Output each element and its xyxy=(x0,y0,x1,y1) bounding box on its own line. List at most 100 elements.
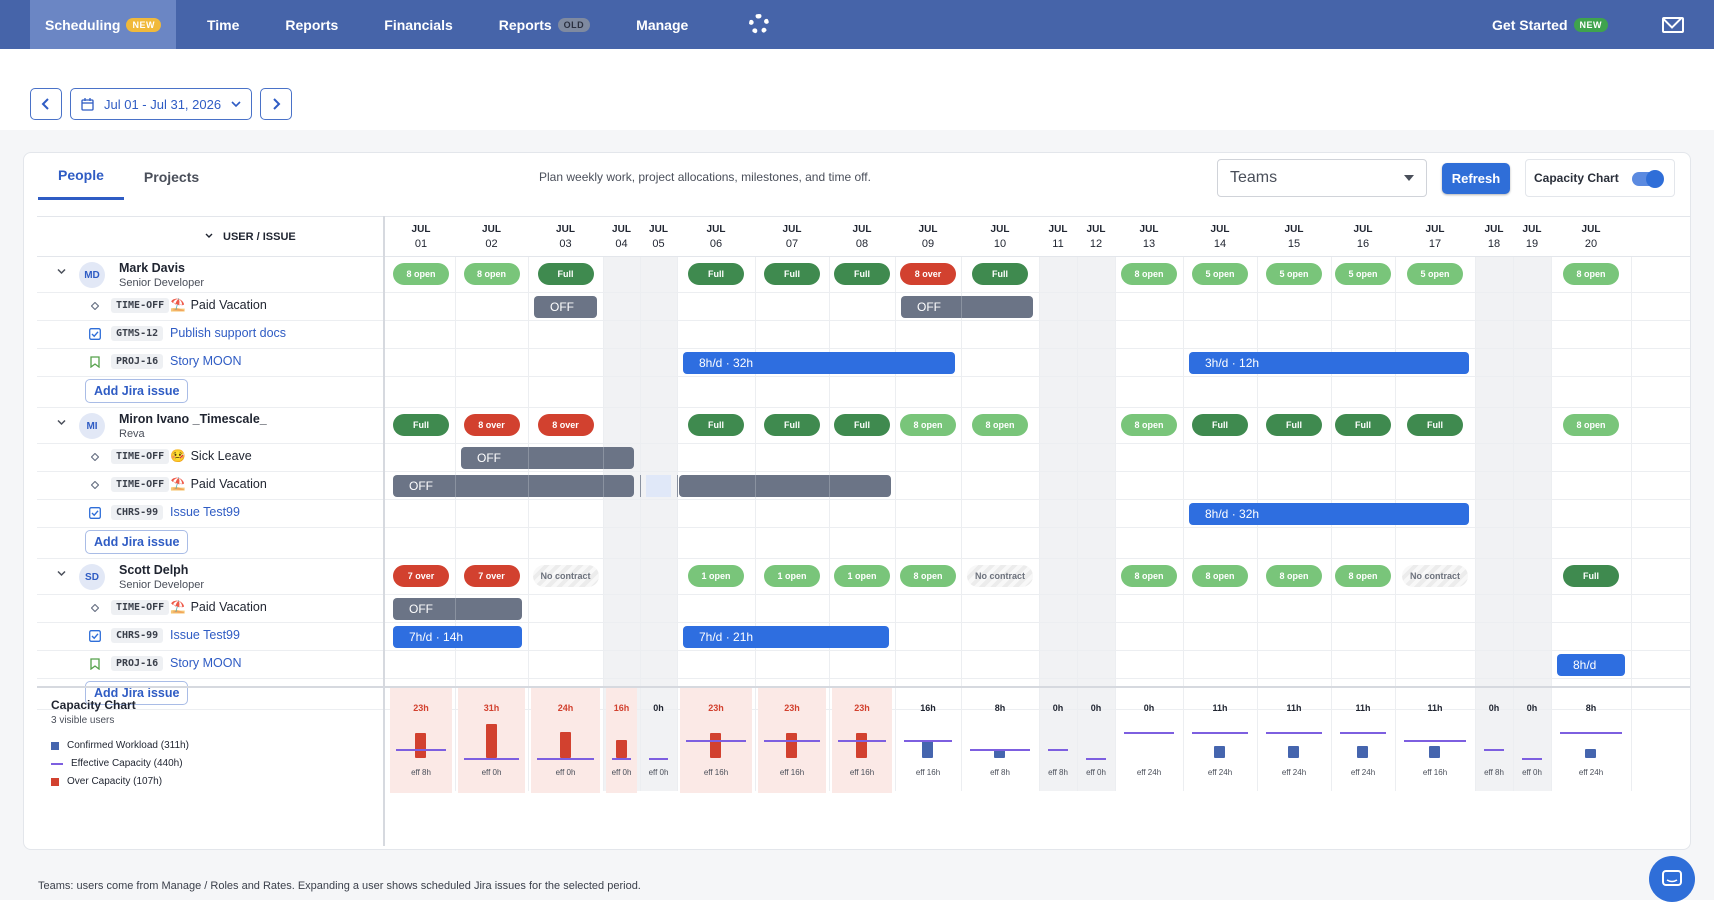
availability-pill[interactable]: 8 open xyxy=(900,414,956,436)
nav-item-manage[interactable]: Manage xyxy=(621,0,703,49)
refresh-button[interactable]: Refresh xyxy=(1442,163,1510,194)
user-name[interactable]: Mark Davis xyxy=(119,261,186,275)
time-off-bar[interactable] xyxy=(679,475,891,497)
nav-item-financials[interactable]: Financials xyxy=(369,0,467,49)
availability-pill[interactable]: Full xyxy=(764,263,820,285)
tab-people[interactable]: People xyxy=(38,153,124,200)
availability-pill[interactable]: 8 over xyxy=(463,414,520,436)
availability-pill[interactable]: Full xyxy=(688,263,744,285)
allocation-bar[interactable]: 8h/d · 32h xyxy=(1189,503,1469,525)
availability-pill[interactable]: 8 over xyxy=(900,263,956,285)
date-range-picker[interactable]: Jul 01 - Jul 31, 2026 xyxy=(70,88,253,120)
issue-title[interactable]: Publish support docs xyxy=(170,326,286,340)
capacity-chart-toggle[interactable] xyxy=(1632,170,1664,188)
nav-item-reports-old[interactable]: Reports OLD xyxy=(484,0,605,49)
availability-pill[interactable]: 5 open xyxy=(1266,263,1322,285)
availability-pill[interactable]: Full xyxy=(537,263,594,285)
user-issue-header: USER / ISSUE xyxy=(223,231,296,243)
allocation-bar[interactable]: 3h/d · 12h xyxy=(1189,352,1469,374)
availability-pill[interactable]: No contract xyxy=(1402,565,1468,587)
time-off-bar[interactable]: OFF xyxy=(393,475,830,497)
time-off-bar[interactable]: OFF xyxy=(534,296,597,318)
issue-title[interactable]: Story MOON xyxy=(170,656,242,670)
availability-pill[interactable]: 8 open xyxy=(900,565,956,587)
availability-pill[interactable]: 8 open xyxy=(393,263,449,285)
availability-pill[interactable]: 8 open xyxy=(1121,263,1177,285)
chat-support-button[interactable] xyxy=(1649,856,1695,902)
availability-pill[interactable]: 8 open xyxy=(1121,565,1177,587)
time-off-bar[interactable]: OFF xyxy=(393,598,522,620)
availability-pill[interactable]: 8 open xyxy=(972,414,1028,436)
availability-pill[interactable]: 7 over xyxy=(393,565,449,587)
availability-pill[interactable]: Full xyxy=(393,414,449,436)
mail-icon[interactable] xyxy=(1662,16,1684,33)
capacity-day: 23h eff 16h xyxy=(758,688,826,793)
issue-title[interactable]: Story MOON xyxy=(170,354,242,368)
availability-pill[interactable]: Full xyxy=(688,414,744,436)
availability-pill[interactable]: Full xyxy=(972,263,1028,285)
availability-pill[interactable]: Full xyxy=(1335,414,1391,436)
day-month: JUL xyxy=(649,224,668,235)
day-number: 16 xyxy=(1356,238,1370,250)
allocation-bar[interactable]: 8h/d xyxy=(1557,654,1625,676)
time-off-bar[interactable]: OFF xyxy=(901,296,1033,318)
calendar-icon xyxy=(81,97,94,111)
time-off-bar[interactable]: OFF xyxy=(461,447,634,469)
availability-pill[interactable]: 1 open xyxy=(834,565,890,587)
availability-pill[interactable]: 8 open xyxy=(1266,565,1322,587)
availability-pill[interactable]: 8 open xyxy=(463,263,520,285)
availability-pill[interactable]: 8 open xyxy=(1192,565,1248,587)
availability-pill[interactable]: 8 open xyxy=(1121,414,1177,436)
availability-pill[interactable]: Full xyxy=(834,414,890,436)
day-month: JUL xyxy=(1425,224,1445,235)
collapse-chevron-icon[interactable] xyxy=(57,267,66,276)
allocation-bar[interactable]: 7h/d · 14h xyxy=(393,626,522,648)
availability-pill[interactable]: 5 open xyxy=(1335,263,1391,285)
availability-pill[interactable]: 8 open xyxy=(1563,414,1619,436)
availability-pill[interactable]: 5 open xyxy=(1192,263,1248,285)
next-period-button[interactable] xyxy=(260,88,293,120)
nav-item-reports[interactable]: Reports xyxy=(270,0,353,49)
availability-pill[interactable]: 7 over xyxy=(463,565,520,587)
workload-bar xyxy=(922,740,933,758)
availability-pill[interactable]: 8 open xyxy=(1335,565,1391,587)
user-name[interactable]: Miron Ivano _Timescale_ xyxy=(119,412,267,426)
capacity-value: 11h xyxy=(1212,703,1228,713)
effective-capacity-line xyxy=(1086,758,1106,760)
availability-pill[interactable]: No contract xyxy=(967,565,1033,587)
user-name[interactable]: Scott Delph xyxy=(119,563,189,577)
availability-pill[interactable]: 8 over xyxy=(537,414,594,436)
availability-pill[interactable]: 1 open xyxy=(764,565,820,587)
day-separator xyxy=(528,475,529,497)
availability-pill[interactable]: 8 open xyxy=(1563,263,1619,285)
day-separator xyxy=(455,475,456,497)
add-jira-issue-button[interactable]: Add Jira issue xyxy=(85,379,189,403)
allocation-bar[interactable]: 8h/d · 32h xyxy=(683,352,955,374)
previous-period-button[interactable] xyxy=(30,88,62,120)
availability-pill[interactable]: Full xyxy=(1192,414,1248,436)
collapse-chevron-icon[interactable] xyxy=(57,569,66,578)
tab-projects[interactable]: Projects xyxy=(143,168,200,185)
collapse-chevron-icon[interactable] xyxy=(57,418,66,427)
availability-pill[interactable]: Full xyxy=(834,263,890,285)
issue-title[interactable]: Issue Test99 xyxy=(170,628,240,642)
issue-title[interactable]: Issue Test99 xyxy=(170,505,240,519)
availability-pill[interactable]: No contract xyxy=(532,565,599,587)
availability-pill[interactable]: Full xyxy=(1266,414,1322,436)
availability-pill[interactable]: Full xyxy=(1563,565,1619,587)
nav-item-scheduling-new[interactable]: Scheduling NEW xyxy=(30,0,176,49)
allocation-bar[interactable]: 7h/d · 21h xyxy=(683,626,889,648)
capacity-chart-title: Capacity Chart xyxy=(51,698,136,712)
teams-select[interactable]: Teams xyxy=(1217,159,1427,197)
add-jira-issue-button[interactable]: Add Jira issue xyxy=(85,681,189,705)
availability-pill[interactable]: 5 open xyxy=(1407,263,1463,285)
availability-pill[interactable]: 1 open xyxy=(688,565,744,587)
settings-gear-icon[interactable] xyxy=(749,14,770,34)
availability-pill[interactable]: Full xyxy=(1407,414,1463,436)
effective-capacity-value: eff 0h xyxy=(1522,768,1542,777)
get-started-link[interactable]: Get Started NEW xyxy=(1478,0,1622,49)
nav-item-time[interactable]: Time xyxy=(192,0,254,49)
sort-chevron-icon[interactable] xyxy=(205,233,213,239)
add-jira-issue-button[interactable]: Add Jira issue xyxy=(85,530,189,554)
availability-pill[interactable]: Full xyxy=(764,414,820,436)
